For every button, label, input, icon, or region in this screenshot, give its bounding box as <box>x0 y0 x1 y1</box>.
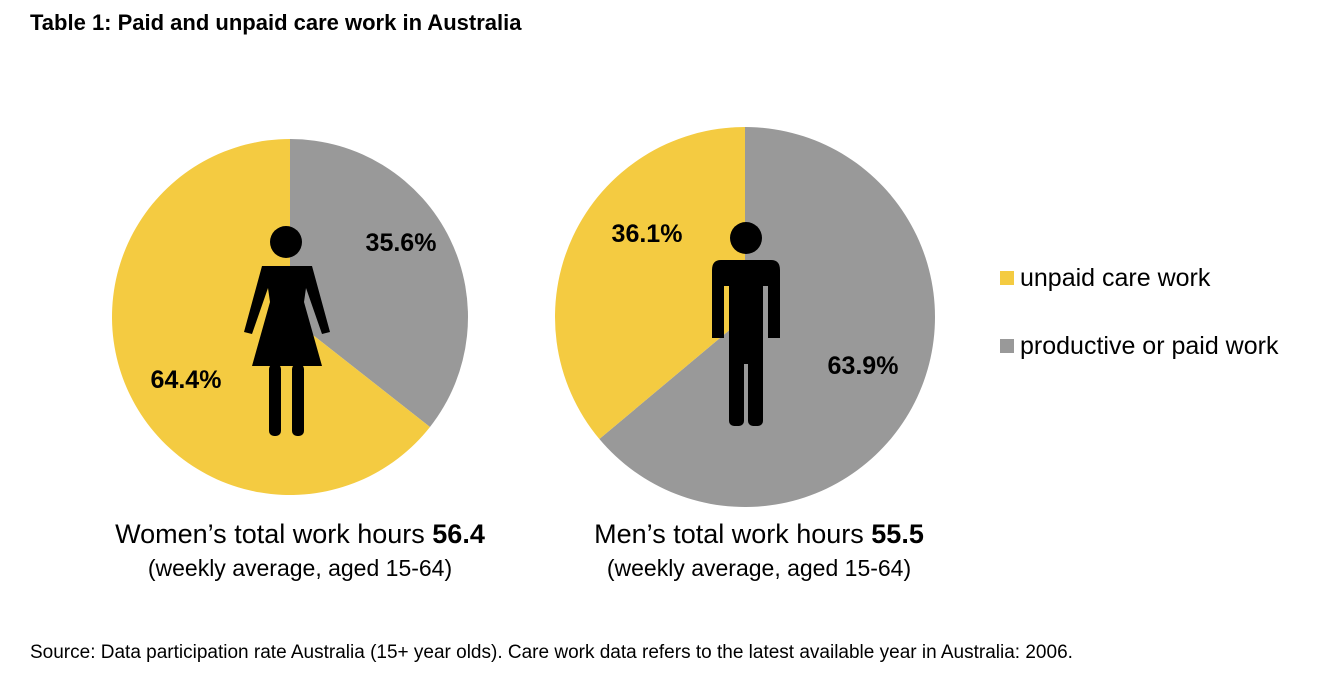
caption-women-sub: (weekly average, aged 15-64) <box>147 555 453 581</box>
pie-label-women-productive-or-paid-work: 35.6% <box>366 229 437 257</box>
source-note: Source: Data participation rate Australi… <box>30 642 1073 663</box>
caption-women-hours: 56.4 <box>432 519 485 549</box>
pie-label-men-unpaid-care-work: 36.1% <box>612 220 683 248</box>
chart-title: Table 1: Paid and unpaid care work in Au… <box>30 10 522 35</box>
caption-women-text: Women’s total work hours <box>115 519 433 549</box>
caption-men-main: Men’s total work hours 55.5 <box>519 516 999 552</box>
pie-slice-men-productive-or-paid-work <box>599 127 935 507</box>
legend-swatch-unpaid <box>1000 271 1014 285</box>
legend-item-paid: productive or paid work <box>1000 330 1278 362</box>
man-icon <box>712 222 780 426</box>
caption-men-text: Men’s total work hours <box>594 519 872 549</box>
pie-label-women-unpaid-care-work: 64.4% <box>151 366 222 394</box>
caption-women-main: Women’s total work hours 56.4 <box>60 516 540 552</box>
legend-swatch-paid <box>1000 339 1014 353</box>
caption-men: Men’s total work hours 55.5 (weekly aver… <box>519 516 999 584</box>
woman-icon <box>244 226 330 436</box>
pie-slice-men-unpaid-care-work <box>555 126 745 440</box>
pie-slice-women-productive-or-paid-work <box>290 139 468 427</box>
caption-men-sub: (weekly average, aged 15-64) <box>606 555 912 581</box>
legend-label-paid: productive or paid work <box>1020 331 1279 360</box>
legend: unpaid care work productive or paid work <box>1000 262 1278 362</box>
caption-women: Women’s total work hours 56.4 (weekly av… <box>60 516 540 584</box>
legend-label-unpaid: unpaid care work <box>1020 263 1211 292</box>
pie-men: 63.9% 36.1% <box>555 126 935 507</box>
pie-label-men-productive-or-paid-work: 63.9% <box>828 352 899 380</box>
caption-men-hours: 55.5 <box>871 519 924 549</box>
legend-item-unpaid: unpaid care work <box>1000 262 1278 294</box>
